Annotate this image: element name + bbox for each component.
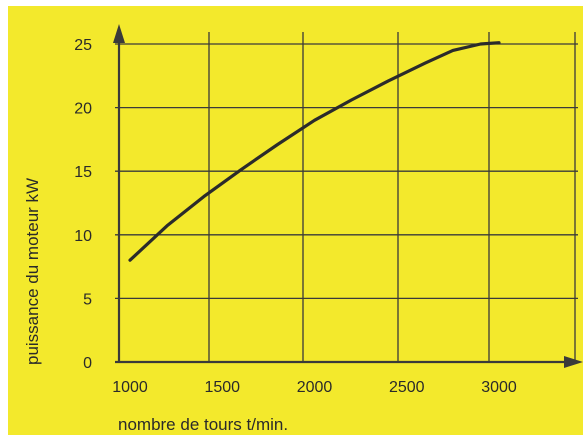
- x-tick-label: 2500: [389, 379, 425, 396]
- x-tick-label: 1500: [204, 379, 240, 396]
- x-axis-label: nombre de tours t/min.: [118, 415, 288, 434]
- x-tick-label: 3000: [481, 379, 517, 396]
- x-axis-arrow: [564, 356, 583, 368]
- y-axis-arrow: [113, 24, 125, 43]
- y-tick-label: 20: [74, 101, 92, 118]
- y-tick-label: 25: [74, 37, 92, 54]
- y-tick-label: 10: [74, 228, 92, 245]
- series: [128, 41, 501, 262]
- grid: [115, 32, 578, 362]
- tick-labels: 0 5 10 15 20 25 1000 1500 2000 2500 3000: [74, 37, 517, 396]
- y-tick-label: 5: [83, 291, 92, 308]
- chart-background: [8, 6, 583, 435]
- y-tick-label: 15: [74, 164, 92, 181]
- y-axis-label: puissance du moteur kW: [23, 178, 42, 365]
- series-line: [128, 41, 501, 262]
- y-tick-label: 0: [83, 355, 92, 372]
- x-tick-label: 1000: [112, 379, 148, 396]
- x-tick-label: 2000: [297, 379, 333, 396]
- axes: [113, 24, 583, 368]
